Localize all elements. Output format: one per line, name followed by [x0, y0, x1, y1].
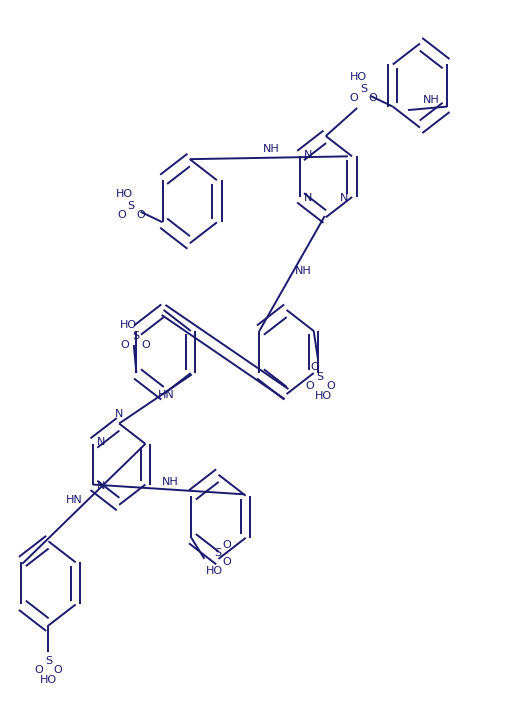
Text: NH: NH [423, 94, 440, 105]
Text: O: O [222, 558, 231, 567]
Text: S: S [317, 372, 323, 382]
Text: S: S [128, 201, 135, 211]
Text: NH: NH [162, 477, 179, 486]
Text: O: O [35, 665, 44, 674]
Text: N: N [97, 481, 105, 491]
Text: HO: HO [120, 320, 137, 330]
Text: N: N [304, 150, 312, 160]
Text: O: O [54, 665, 62, 674]
Text: N: N [304, 194, 312, 203]
Text: HO: HO [116, 189, 134, 199]
Text: O: O [305, 381, 314, 391]
Text: N: N [339, 194, 348, 203]
Text: S: S [360, 84, 368, 94]
Text: NH: NH [262, 144, 279, 154]
Text: HO: HO [350, 72, 367, 82]
Text: N: N [115, 410, 123, 420]
Text: O: O [141, 340, 150, 350]
Text: HO: HO [206, 567, 224, 577]
Text: O: O [117, 210, 126, 220]
Text: NH: NH [295, 265, 311, 276]
Text: O: O [136, 210, 145, 220]
Text: O: O [310, 363, 319, 372]
Text: S: S [214, 548, 221, 558]
Text: S: S [45, 655, 52, 665]
Text: O: O [326, 381, 335, 391]
Text: O: O [369, 93, 377, 103]
Text: N: N [97, 437, 105, 448]
Text: HN: HN [158, 390, 175, 400]
Text: S: S [132, 331, 139, 341]
Text: HO: HO [40, 675, 57, 685]
Text: O: O [120, 340, 129, 350]
Text: O: O [222, 540, 231, 550]
Text: HO: HO [315, 391, 332, 401]
Text: HN: HN [66, 495, 82, 505]
Text: O: O [349, 93, 358, 103]
